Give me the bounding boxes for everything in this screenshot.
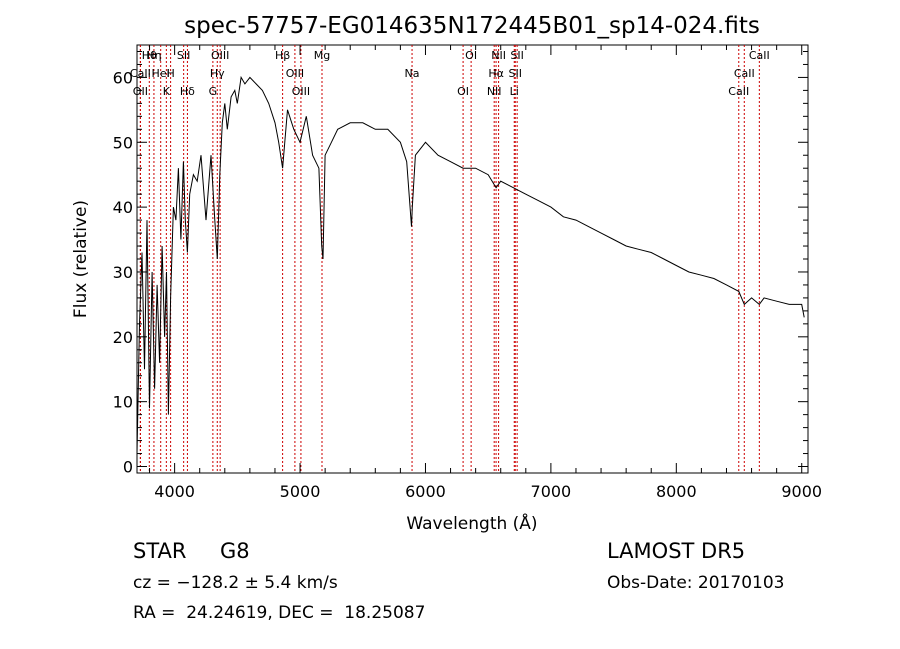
x-tick-label: 9000 xyxy=(781,482,822,501)
marker-label: SII xyxy=(510,49,523,62)
survey-name: LAMOST DR5 xyxy=(607,539,746,563)
marker-label: K xyxy=(163,85,171,98)
marker-label: CaII xyxy=(734,67,755,80)
x-tick-label: 5000 xyxy=(280,482,321,501)
y-tick-label: 10 xyxy=(113,393,133,412)
marker-label: Hδ xyxy=(180,85,195,98)
marker-label: HeI xyxy=(152,67,170,80)
x-tick-label: 6000 xyxy=(405,482,446,501)
marker-label: G xyxy=(209,85,218,98)
marker-label: Na xyxy=(405,67,420,80)
emission-line-labels: HθCaIIOIIHηHeIKSIIHHδOIIIHγGHβOIIIOIIIMg… xyxy=(130,49,770,98)
marker-label: NII xyxy=(487,85,502,98)
sky-coordinates: RA = 24.24619, DEC = 18.25087 xyxy=(133,603,426,623)
marker-label: Hγ xyxy=(210,67,225,80)
marker-label: CaII xyxy=(728,85,749,98)
marker-label: H xyxy=(166,67,174,80)
marker-label: CaII xyxy=(749,49,770,62)
marker-label: Hη xyxy=(146,49,161,62)
radial-velocity: cz = −128.2 ± 5.4 km/s xyxy=(133,573,338,593)
marker-label: Hθ xyxy=(142,49,157,62)
marker-label: OI xyxy=(465,49,477,62)
marker-label: CaII xyxy=(130,67,151,80)
y-tick-label: 0 xyxy=(123,458,133,477)
x-axis: 4000 5000 6000 7000 8000 9000 xyxy=(149,45,822,501)
y-tick-label: 30 xyxy=(113,263,133,282)
y-axis: 0 10 20 30 40 50 60 xyxy=(113,50,808,477)
marker-label: Li xyxy=(510,85,519,98)
spectrum-line xyxy=(136,75,805,454)
marker-label: OIII xyxy=(211,49,229,62)
marker-label: OII xyxy=(133,85,148,98)
x-tick-label: 7000 xyxy=(531,482,572,501)
y-tick-label: 20 xyxy=(113,328,133,347)
x-axis-label: Wavelength (Å) xyxy=(406,512,537,534)
observation-date: Obs-Date: 20170103 xyxy=(607,573,785,593)
y-tick-label: 40 xyxy=(113,198,133,217)
marker-label: OIII xyxy=(292,85,310,98)
marker-label: Mg xyxy=(314,49,330,62)
x-tick-label: 4000 xyxy=(154,482,195,501)
emission-line-markers xyxy=(139,45,760,473)
y-tick-label: 60 xyxy=(113,68,133,87)
object-subclass: G8 xyxy=(220,539,250,563)
marker-label: SII xyxy=(177,49,190,62)
marker-label: OIII xyxy=(286,67,304,80)
marker-label: Hβ xyxy=(275,49,290,62)
marker-label: SII xyxy=(509,67,522,80)
y-tick-label: 50 xyxy=(113,133,133,152)
chart-title: spec-57757-EG014635N172445B01_sp14-024.f… xyxy=(184,13,760,39)
marker-label: NII xyxy=(491,49,506,62)
marker-label: OI xyxy=(457,85,469,98)
object-class: STAR xyxy=(133,539,187,563)
x-tick-label: 8000 xyxy=(656,482,697,501)
marker-label: Hα xyxy=(488,67,504,80)
y-axis-label: Flux (relative) xyxy=(71,200,91,318)
plot-frame xyxy=(136,44,809,474)
